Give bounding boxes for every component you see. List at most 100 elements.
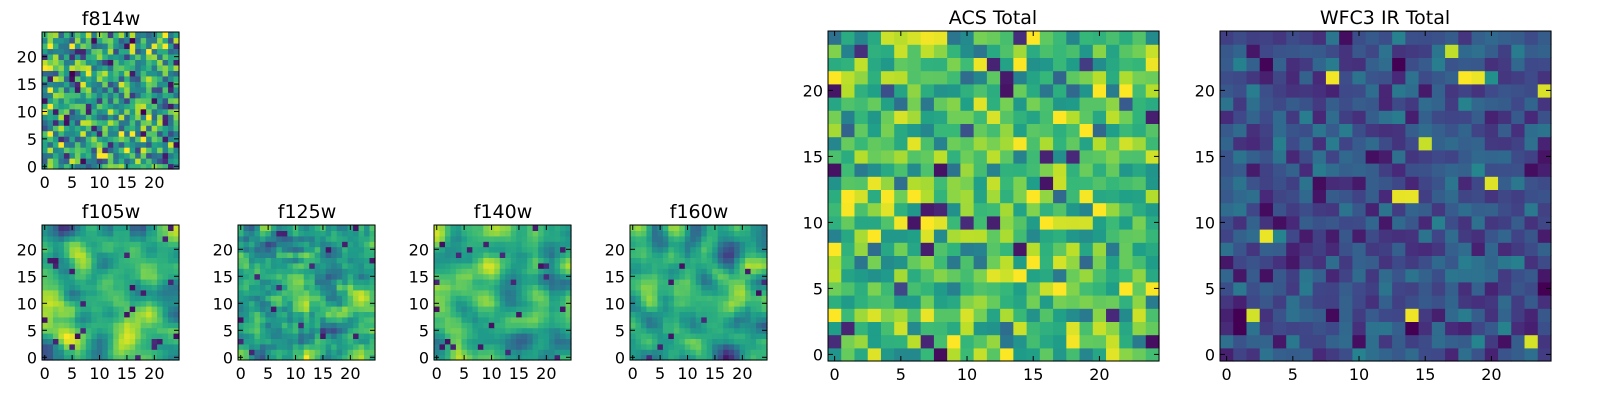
- heatmap-cell: [1145, 31, 1160, 45]
- heatmap-cell: [1471, 242, 1486, 256]
- heatmap-cell: [364, 322, 371, 329]
- heatmap-cell: [450, 354, 457, 361]
- heatmap-cell: [173, 322, 180, 329]
- heatmap-cell: [102, 268, 109, 275]
- heatmap-cell: [756, 225, 763, 231]
- heatmap-cell: [651, 252, 658, 258]
- heatmap-cell: [63, 114, 70, 121]
- heatmap-cell: [1392, 176, 1406, 190]
- heatmap-cell: [717, 322, 724, 329]
- heatmap-cell: [1286, 242, 1301, 256]
- heatmap-cell: [96, 289, 103, 296]
- heatmap-cell: [85, 92, 92, 99]
- heatmap-cell: [532, 257, 539, 264]
- heatmap-cell: [1445, 229, 1459, 243]
- heatmap-cell: [745, 284, 752, 291]
- heatmap-cell: [1246, 123, 1261, 138]
- heatmap-cell: [91, 141, 98, 148]
- heatmap-cell: [1039, 281, 1054, 296]
- heatmap-cell: [42, 289, 49, 296]
- heatmap-cell: [91, 230, 98, 237]
- heatmap-cell: [477, 343, 484, 350]
- heatmap-cell: [933, 255, 948, 270]
- heatmap-cell: [168, 354, 175, 361]
- heatmap-cell: [880, 97, 895, 111]
- heatmap-cell: [1286, 268, 1301, 283]
- heatmap-cell: [841, 255, 856, 270]
- heatmap-cell: [129, 246, 136, 253]
- heatmap-cell: [1339, 295, 1353, 309]
- heatmap-cell: [745, 235, 752, 242]
- heatmap-cell: [739, 349, 746, 356]
- heatmap-cell: [1537, 295, 1552, 309]
- heatmap-cell: [1233, 123, 1248, 138]
- heatmap-cell: [739, 279, 746, 285]
- heatmap-cell: [1299, 57, 1314, 72]
- heatmap-cell: [107, 300, 114, 307]
- heatmap-cell: [483, 262, 490, 269]
- heatmap-cell: [140, 284, 147, 291]
- heatmap-cell: [52, 241, 60, 248]
- heatmap-cell: [135, 333, 142, 339]
- heatmap-cell: [1431, 229, 1446, 243]
- heatmap-cell: [439, 349, 446, 356]
- heatmap-cell: [1053, 44, 1067, 58]
- heatmap-cell: [331, 327, 338, 334]
- heatmap-cell: [483, 343, 490, 350]
- heatmap-cell: [1092, 70, 1107, 85]
- heatmap-cell: [630, 257, 637, 264]
- heatmap-cell: [1484, 57, 1499, 72]
- heatmap-cell: [894, 242, 909, 256]
- heatmap-cell: [80, 257, 87, 264]
- heatmap-cell: [1484, 255, 1499, 270]
- heatmap-cell: [745, 279, 752, 285]
- heatmap-cell: [527, 300, 534, 307]
- heatmap-cell: [270, 333, 277, 339]
- heatmap-cell: [668, 327, 675, 334]
- heatmap-cell: [854, 215, 869, 230]
- heatmap-cell: [254, 338, 261, 345]
- heatmap-cell: [69, 86, 76, 93]
- heatmap-cell: [42, 37, 49, 44]
- heatmap-cell: [880, 268, 895, 283]
- heatmap-cell: [331, 230, 338, 237]
- heatmap-cell: [146, 64, 153, 71]
- heatmap-cell: [74, 284, 81, 291]
- heatmap-cell: [243, 322, 250, 329]
- heatmap-cell: [1537, 97, 1552, 111]
- heatmap-cell: [151, 75, 158, 82]
- heatmap-cell: [146, 262, 153, 269]
- heatmap-cell: [1119, 255, 1134, 270]
- heatmap-cell: [135, 235, 142, 242]
- heatmap-cell: [1026, 202, 1041, 217]
- heatmap-cell: [973, 176, 988, 190]
- heatmap-cell: [58, 235, 65, 242]
- heatmap-cell: [47, 42, 54, 50]
- heatmap-cell: [238, 343, 245, 350]
- heatmap-cell: [455, 322, 462, 329]
- heatmap-cell: [168, 81, 175, 88]
- heatmap-cell: [640, 333, 648, 339]
- heatmap-cell: [320, 333, 327, 339]
- heatmap-cell: [828, 334, 842, 349]
- heatmap-cell: [325, 338, 332, 345]
- heatmap-cell: [270, 235, 277, 242]
- heatmap-cell: [973, 347, 988, 362]
- heatmap-cell: [560, 327, 567, 334]
- heatmap-cell: [265, 252, 272, 258]
- heatmap-cell: [52, 152, 60, 159]
- heatmap-cell: [1498, 242, 1512, 256]
- heatmap-cell: [933, 321, 948, 336]
- heatmap-cell: [538, 338, 545, 345]
- heatmap-cell: [466, 284, 473, 291]
- heatmap-cell: [151, 289, 158, 296]
- heatmap-cell: [933, 136, 948, 151]
- heatmap-cell: [243, 333, 250, 339]
- heatmap-cell: [80, 53, 87, 60]
- heatmap-cell: [1511, 123, 1526, 138]
- heatmap-cell: [342, 316, 349, 323]
- heatmap-cell: [1537, 176, 1552, 190]
- heatmap-cell: [1445, 163, 1459, 177]
- heatmap-cell: [107, 163, 114, 170]
- heatmap-cell: [63, 327, 70, 334]
